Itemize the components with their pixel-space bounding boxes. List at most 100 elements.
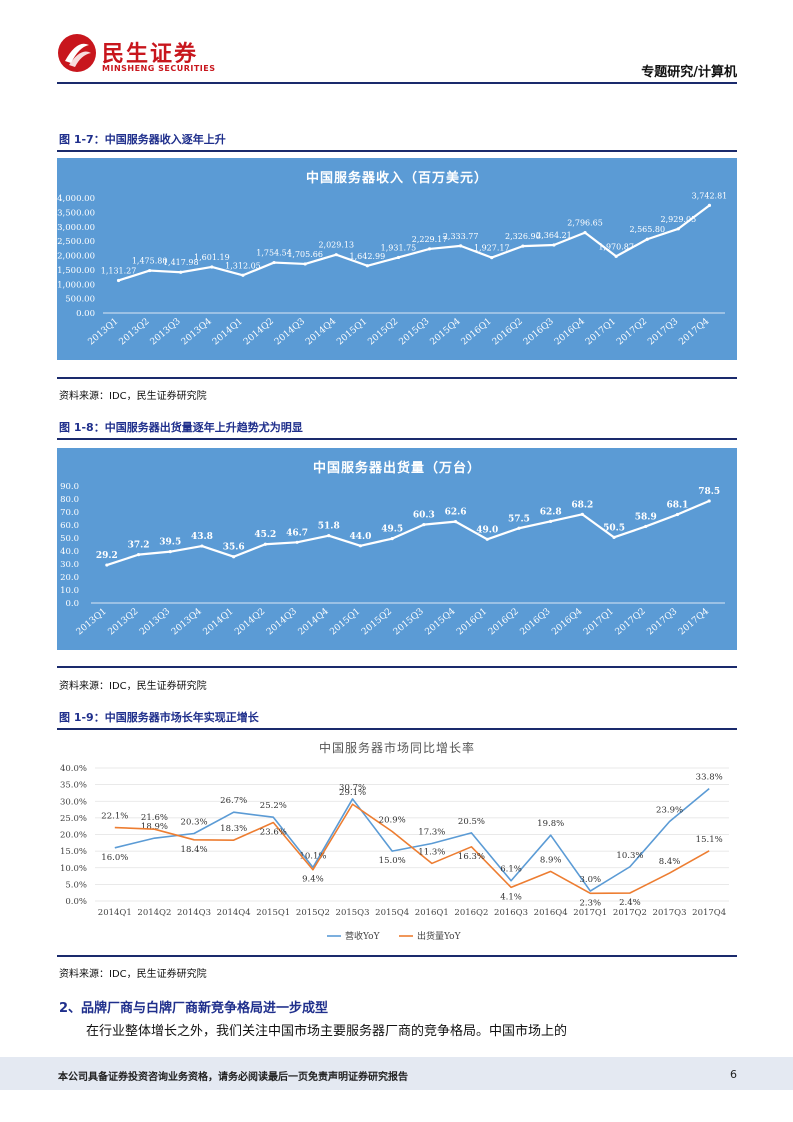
revenue-chart-point: [334, 253, 338, 257]
fig8-caption: 图 1-8：中国服务器出货量逐年上升趋势尤为明显: [59, 421, 303, 434]
revenue-chart-data-label: 1,131.27: [101, 266, 137, 275]
page-number: 6: [730, 1068, 737, 1081]
growth-chart-legend-label: 营收YoY: [345, 930, 381, 942]
fig8-chart: 中国服务器出货量（万台） 0.0 10.0 20.0 30.0 40.0 50.0 60.0 7…: [57, 448, 737, 650]
shipment-chart-point: [327, 534, 331, 538]
revenue-chart-point: [365, 264, 369, 268]
growth-chart-ytick: 30.0%: [60, 797, 87, 807]
revenue-chart-data-label: 3,742.81: [692, 191, 728, 200]
revenue-chart-point: [645, 237, 649, 241]
revenue-chart-data-label: 1,642.99: [350, 252, 386, 261]
growth-chart-xtick: 2017Q4: [692, 908, 726, 918]
shipment-chart-point: [549, 519, 553, 523]
revenue-chart-series-line: [118, 204, 711, 282]
growth-chart-svg: 中国服务器市场同比增长率 0.0% 5.0% 10.0% 15.0% 20.0% 25.0%…: [60, 740, 729, 942]
revenue-chart-ytick: 1,000.00: [57, 280, 95, 290]
revenue-chart-title: 中国服务器收入（百万美元）: [306, 170, 488, 186]
growth-chart-ytick: 0.0%: [65, 897, 87, 907]
growth-chart-shipment-yoy-label: 8.9%: [540, 855, 562, 865]
report-section: 专题研究/计算机: [641, 65, 737, 80]
growth-chart-shipment-yoy-label: 23.6%: [260, 828, 287, 838]
growth-chart-xtick: 2015Q3: [336, 908, 370, 918]
revenue-chart-data-label: 1,927.17: [474, 244, 510, 253]
shipment-chart-data-label: 45.2: [254, 530, 276, 540]
fig7-chart: 中国服务器收入（百万美元） 0.00 500.00 1,000.00 1,500.00 2…: [57, 158, 737, 360]
growth-chart-revenue-yoy-label: 17.3%: [418, 827, 445, 837]
revenue-chart-point: [396, 255, 401, 260]
fig8-bottom-rule: [57, 666, 737, 668]
shipment-chart-ytick: 90.0: [60, 482, 79, 492]
revenue-chart-point: [676, 227, 680, 231]
shipment-chart-data-label: 68.1: [666, 500, 688, 510]
growth-chart-xtick: 2017Q2: [613, 908, 647, 918]
revenue-chart-point: [521, 244, 525, 248]
shipment-chart-point: [707, 499, 711, 503]
fig8-top-rule: [57, 438, 737, 440]
revenue-chart-point: [427, 247, 432, 251]
growth-chart-title: 中国服务器市场同比增长率: [319, 740, 475, 755]
growth-chart-revenue-yoy-label: 10.1%: [299, 851, 326, 861]
growth-chart-xtick: 2014Q1: [98, 908, 132, 918]
growth-chart-xtick: 2014Q2: [137, 908, 171, 918]
growth-chart-shipment-yoy-label: 20.9%: [379, 816, 406, 826]
growth-chart-xtick: 2015Q2: [296, 908, 330, 918]
revenue-chart-ytick: 500.00: [65, 295, 95, 305]
growth-chart-shipment-yoy-label: 22.1%: [101, 812, 128, 822]
revenue-chart-ytick: 1,500.00: [57, 266, 95, 276]
growth-chart-shipment-yoy-label: 4.1%: [500, 892, 522, 902]
growth-chart-revenue-yoy-label: 20.5%: [458, 817, 485, 827]
growth-chart-revenue-yoy-label: 16.0%: [101, 853, 128, 863]
section-heading: 2、品牌厂商与白牌厂商新竞争格局进一步成型: [59, 1001, 329, 1016]
revenue-chart-ytick: 4,000.00: [57, 194, 95, 204]
shipment-chart-ytick: 50.0: [60, 534, 79, 544]
revenue-chart-point: [459, 244, 463, 248]
shipment-chart-data-label: 68.2: [571, 500, 593, 510]
growth-chart-shipment-yoy-label: 29.1%: [339, 788, 366, 798]
growth-chart-xtick: 2016Q3: [494, 908, 528, 918]
minsheng-logo-icon: [58, 34, 96, 72]
revenue-chart-data-label: 2,326.90: [505, 232, 541, 241]
shipment-chart-data-label: 50.5: [603, 523, 625, 533]
shipment-chart-data-label: 58.9: [635, 512, 657, 522]
shipment-chart-ytick: 60.0: [60, 521, 79, 531]
shipment-chart-data-label: 37.2: [128, 541, 150, 551]
growth-chart-xtick: 2015Q4: [375, 908, 409, 918]
growth-chart-revenue-yoy-label: 6.1%: [500, 865, 522, 875]
growth-chart-revenue-yoy-label: 18.9%: [141, 822, 168, 832]
shipment-chart-point: [200, 544, 204, 548]
fig8-source: 资料来源：IDC，民生证券研究院: [59, 681, 207, 692]
growth-chart-revenue-yoy-label: 25.2%: [260, 801, 287, 811]
shipment-chart-ytick: 10.0: [60, 586, 79, 596]
fig7-top-rule: [57, 150, 737, 152]
revenue-chart-point: [707, 203, 712, 207]
header-divider: [57, 82, 737, 84]
revenue-chart-ytick: 0.00: [76, 309, 95, 319]
fig9-caption: 图 1-9：中国服务器市场长年实现正增长: [59, 711, 259, 724]
revenue-chart-data-label: 2,364.21: [536, 231, 572, 240]
revenue-chart-ytick: 3,500.00: [57, 208, 95, 218]
revenue-chart-point: [303, 262, 307, 266]
growth-chart-xtick: 2016Q1: [415, 908, 449, 918]
fig9-chart: 中国服务器市场同比增长率 0.0% 5.0% 10.0% 15.0% 20.0% 25.0%…: [57, 733, 737, 948]
growth-chart-xtick: 2016Q4: [534, 908, 568, 918]
revenue-chart-data-label: 1,417.98: [163, 258, 199, 267]
growth-chart-ytick: 10.0%: [60, 864, 87, 874]
revenue-chart-point: [583, 230, 587, 235]
brand-name-en: MINSHENG SECURITIES: [102, 64, 216, 73]
growth-chart-xtick: 2017Q3: [653, 908, 687, 918]
revenue-chart-ytick: 2,500.00: [57, 237, 95, 247]
shipment-chart-data-label: 49.0: [476, 525, 498, 535]
growth-chart-revenue-yoy-label: 19.8%: [537, 819, 564, 829]
shipment-chart-data-label: 39.5: [159, 538, 181, 548]
shipment-chart-point: [422, 523, 426, 527]
fig7-source: 资料来源：IDC，民生证券研究院: [59, 391, 207, 402]
fig7-bottom-rule: [57, 377, 737, 379]
growth-chart-shipment-yoy-label: 18.3%: [220, 824, 247, 834]
growth-chart-xtick: 2016Q2: [454, 908, 488, 918]
growth-chart-shipment-yoy-label: 9.4%: [302, 875, 324, 885]
revenue-chart-point: [148, 268, 152, 273]
shipment-chart-series-line: [106, 499, 710, 567]
growth-chart-revenue-yoy-label: 15.0%: [379, 856, 406, 866]
growth-chart-ytick: 15.0%: [60, 847, 87, 857]
growth-chart-ytick: 25.0%: [60, 814, 87, 824]
